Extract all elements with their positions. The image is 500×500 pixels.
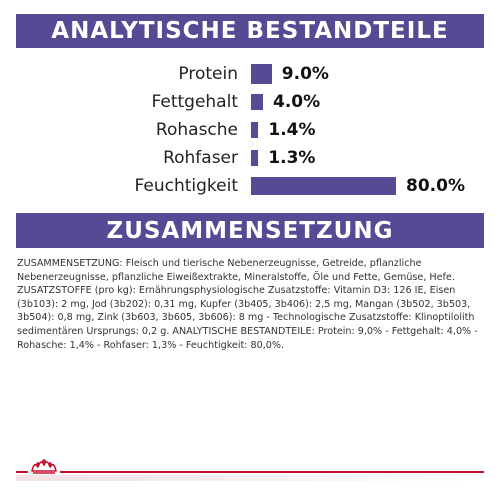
analysis-title: ANALYTISCHE BESTANDTEILE bbox=[51, 18, 449, 44]
analysis-bar bbox=[251, 150, 259, 166]
analysis-bar bbox=[251, 177, 396, 195]
analysis-bar bbox=[251, 94, 263, 110]
analysis-title-banner: ANALYTISCHE BESTANDTEILE bbox=[16, 14, 484, 48]
analysis-value: 9.0% bbox=[281, 64, 329, 84]
analysis-row-fettgehalt: Fettgehalt 4.0% bbox=[0, 90, 500, 114]
analysis-label: Protein bbox=[178, 64, 238, 84]
analysis-row-protein: Protein 9.0% bbox=[0, 62, 500, 86]
composition-title-banner: ZUSAMMENSETZUNG bbox=[16, 213, 484, 248]
analysis-row-feuchtigkeit: Feuchtigkeit 80.0% bbox=[0, 174, 500, 198]
analysis-row-rohfaser: Rohfaser 1.3% bbox=[0, 146, 500, 170]
analysis-bar bbox=[251, 122, 259, 138]
crown-icon bbox=[28, 455, 60, 477]
analysis-bar bbox=[251, 64, 272, 84]
analysis-value: 1.3% bbox=[268, 148, 316, 168]
analysis-value: 4.0% bbox=[273, 92, 321, 112]
footer-divider bbox=[16, 471, 484, 473]
analysis-label: Rohasche bbox=[155, 120, 238, 140]
analysis-label: Rohfaser bbox=[163, 148, 238, 168]
analysis-row-rohasche: Rohasche 1.4% bbox=[0, 118, 500, 142]
composition-title: ZUSAMMENSETZUNG bbox=[106, 217, 394, 244]
analysis-value: 80.0% bbox=[406, 176, 465, 196]
analysis-label: Fettgehalt bbox=[151, 92, 238, 112]
analysis-value: 1.4% bbox=[268, 120, 316, 140]
analysis-label: Feuchtigkeit bbox=[134, 176, 238, 196]
footer-strip bbox=[16, 475, 484, 481]
composition-text: ZUSAMMENSETZUNG: Fleisch und tierische N… bbox=[17, 258, 478, 351]
